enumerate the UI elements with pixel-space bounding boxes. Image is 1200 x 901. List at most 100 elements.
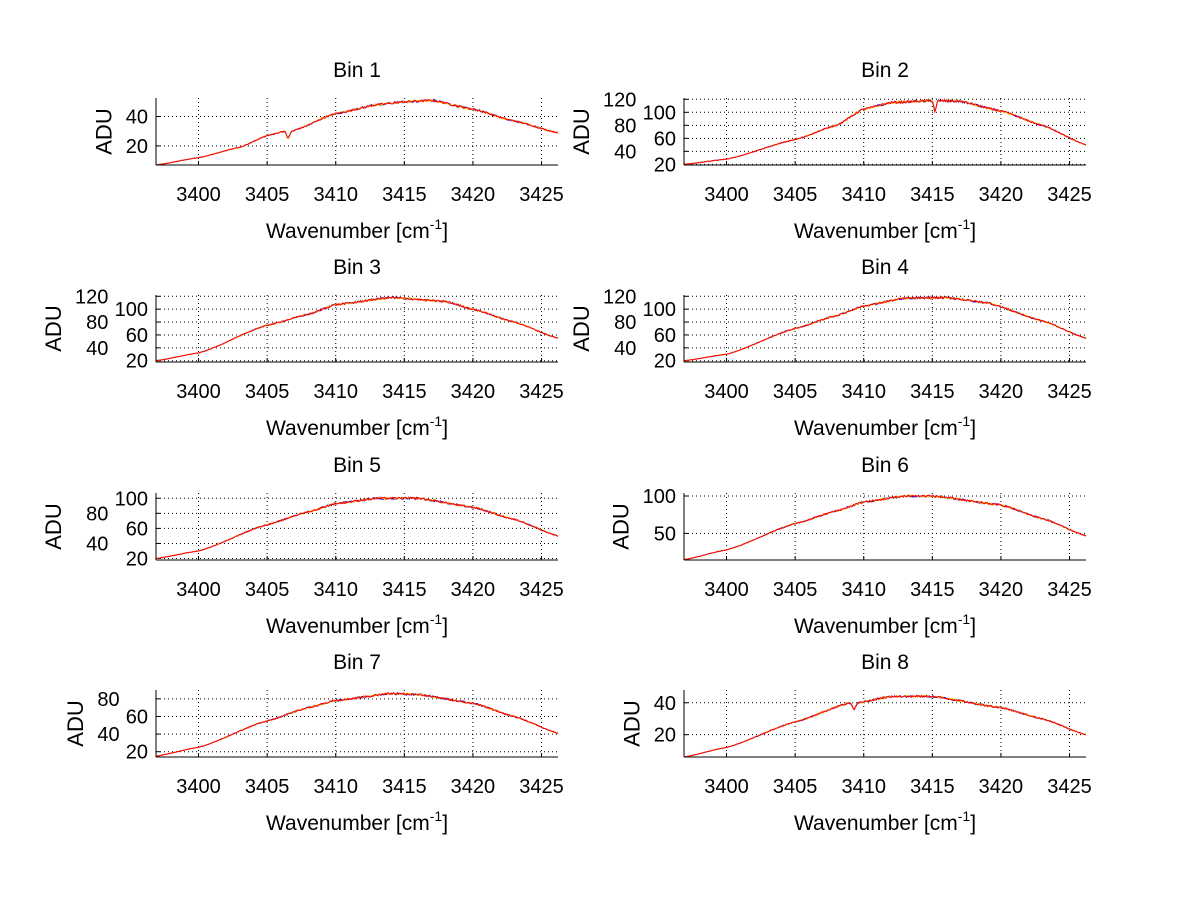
x-axis-label: Wavenumber [cm-1]	[266, 611, 448, 638]
x-tick-label: 3425	[519, 184, 564, 206]
x-tick-label: 3405	[245, 184, 290, 206]
y-tick-label: 20	[654, 351, 676, 373]
x-axis-label-end: ]	[970, 812, 976, 835]
x-axis-label: Wavenumber [cm-1]	[266, 808, 448, 835]
y-axis-label: ADU	[41, 305, 66, 351]
y-tick-label: 120	[603, 89, 636, 111]
subplot-title: Bin 3	[333, 256, 381, 279]
y-tick-label: 40	[614, 338, 636, 360]
x-axis-label-superscript: -1	[958, 413, 971, 429]
x-axis-label: Wavenumber [cm-1]	[794, 413, 976, 440]
subplot-title: Bin 1	[333, 59, 381, 82]
y-tick-label: 120	[75, 286, 108, 308]
y-tick-label: 100	[115, 299, 148, 321]
x-tick-label: 3405	[773, 776, 818, 798]
x-axis-label-end: ]	[442, 220, 448, 243]
y-tick-label: 40	[97, 724, 119, 746]
y-tick-label: 40	[86, 338, 108, 360]
series-line-3	[156, 98, 559, 166]
x-tick-label: 3400	[704, 184, 749, 206]
x-tick-label: 3425	[519, 381, 564, 403]
series-line-1	[683, 295, 1087, 362]
x-tick-label: 3415	[910, 776, 955, 798]
y-tick-label: 80	[86, 503, 108, 525]
y-tick-label: 40	[614, 141, 636, 163]
x-axis-label: Wavenumber [cm-1]	[794, 611, 976, 638]
subplot-title: Bin 5	[333, 454, 381, 477]
subplot-title: Bin 7	[333, 651, 381, 674]
y-tick-label: 60	[126, 518, 148, 540]
series-line-2	[683, 296, 1087, 362]
series-line-2	[683, 494, 1087, 561]
series-line-2	[683, 694, 1087, 758]
series-line-3	[683, 494, 1087, 561]
y-tick-label: 40	[654, 693, 676, 715]
y-tick-label: 20	[126, 742, 148, 764]
x-axis-label-text: Wavenumber [cm	[794, 417, 958, 440]
y-axis-label: ADU	[92, 108, 117, 154]
y-tick-label: 40	[126, 107, 148, 129]
subplot-title: Bin 8	[861, 651, 909, 674]
y-tick-label: 80	[614, 312, 636, 334]
subplot-title: Bin 6	[861, 454, 909, 477]
y-axis-label: ADU	[569, 305, 594, 351]
x-tick-label: 3425	[519, 776, 564, 798]
x-axis-label-end: ]	[442, 812, 448, 835]
x-tick-label: 3410	[841, 579, 886, 601]
x-tick-label: 3420	[451, 184, 496, 206]
x-tick-label: 3425	[1047, 579, 1092, 601]
x-tick-label: 3415	[382, 579, 427, 601]
series-line-1	[683, 494, 1087, 561]
x-axis-label-text: Wavenumber [cm	[794, 220, 958, 243]
x-tick-label: 3420	[451, 579, 496, 601]
x-tick-label: 3415	[910, 381, 955, 403]
x-axis-label-superscript: -1	[958, 808, 971, 824]
x-tick-label: 3415	[382, 776, 427, 798]
series-line-3	[155, 496, 559, 559]
series-line-3	[684, 98, 1087, 165]
x-tick-label: 3425	[1047, 776, 1092, 798]
x-axis-label-superscript: -1	[430, 413, 443, 429]
subplot-bin-6: 3400 3405 3410 3415 3420 3425 50 100 Bin 6 Wavenu…	[608, 454, 1091, 638]
x-tick-label: 3425	[1047, 381, 1092, 403]
y-tick-label: 20	[654, 154, 676, 176]
x-tick-label: 3400	[176, 381, 221, 403]
x-tick-label: 3415	[382, 184, 427, 206]
y-tick-label: 120	[603, 286, 636, 308]
x-tick-label: 3415	[382, 381, 427, 403]
subplot-bin-2: 3400 3405 3410 3415 3420 3425 20 40 60 80 100 120 Bi…	[569, 59, 1092, 243]
x-tick-label: 3415	[910, 579, 955, 601]
x-axis-label-end: ]	[970, 417, 976, 440]
y-tick-label: 60	[126, 325, 148, 347]
series-line-3	[683, 295, 1087, 362]
subplot-bin-1: 3400 3405 3410 3415 3420 3425 20 40 Bin 1 Wavenum…	[92, 59, 564, 243]
x-axis-label-superscript: -1	[958, 216, 971, 232]
subplot-title: Bin 2	[861, 59, 909, 82]
x-tick-label: 3420	[979, 579, 1024, 601]
x-tick-label: 3410	[313, 579, 358, 601]
y-axis-label: ADU	[608, 503, 633, 549]
x-tick-label: 3410	[313, 184, 358, 206]
x-tick-label: 3420	[979, 776, 1024, 798]
x-tick-label: 3420	[451, 381, 496, 403]
subplot-title: Bin 4	[861, 256, 909, 279]
x-axis-label-end: ]	[442, 615, 448, 638]
x-tick-label: 3410	[841, 381, 886, 403]
y-tick-label: 100	[643, 299, 676, 321]
x-tick-label: 3405	[245, 776, 290, 798]
subplot-bin-3: 3400 3405 3410 3415 3420 3425 20 40 60 80 100 120 Bi…	[41, 256, 564, 440]
x-tick-label: 3410	[841, 776, 886, 798]
y-tick-label: 80	[97, 689, 119, 711]
y-tick-label: 50	[654, 523, 676, 545]
x-axis-label-text: Wavenumber [cm	[266, 417, 430, 440]
x-tick-label: 3405	[245, 381, 290, 403]
series-line-3	[683, 694, 1087, 758]
x-axis-label-text: Wavenumber [cm	[266, 220, 430, 243]
x-tick-label: 3420	[979, 381, 1024, 403]
x-tick-label: 3400	[176, 776, 221, 798]
x-axis-label-superscript: -1	[958, 611, 971, 627]
y-tick-label: 100	[115, 488, 148, 510]
x-axis-label: Wavenumber [cm-1]	[794, 216, 976, 243]
series-line-2	[155, 692, 559, 757]
